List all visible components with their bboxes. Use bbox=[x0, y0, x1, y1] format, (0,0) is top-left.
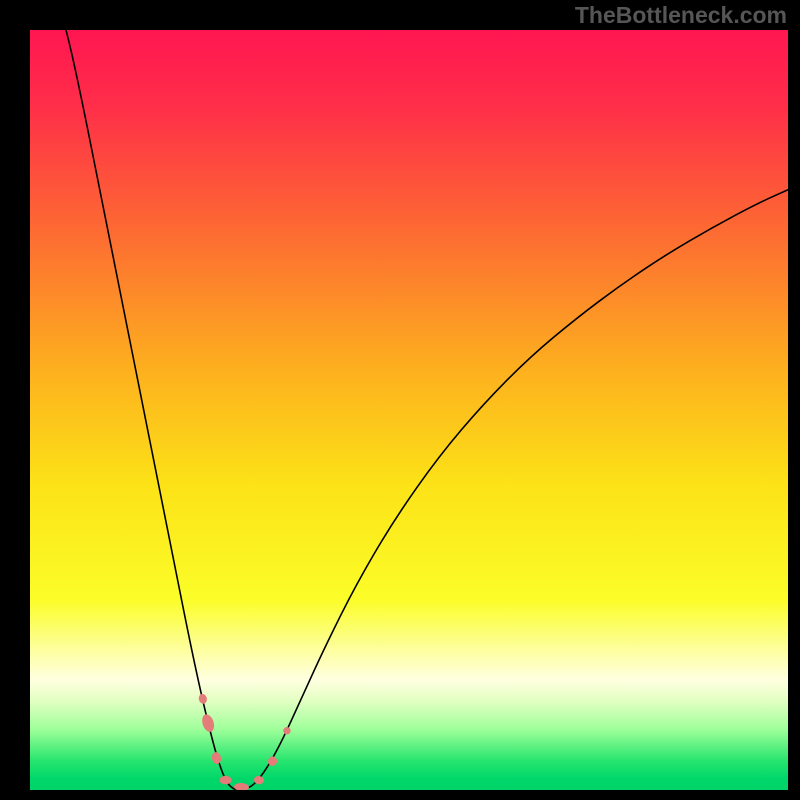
marker-dot bbox=[220, 776, 232, 784]
watermark-text: TheBottleneck.com bbox=[575, 2, 787, 29]
bottleneck-chart bbox=[0, 0, 800, 800]
marker-dot bbox=[283, 727, 290, 734]
